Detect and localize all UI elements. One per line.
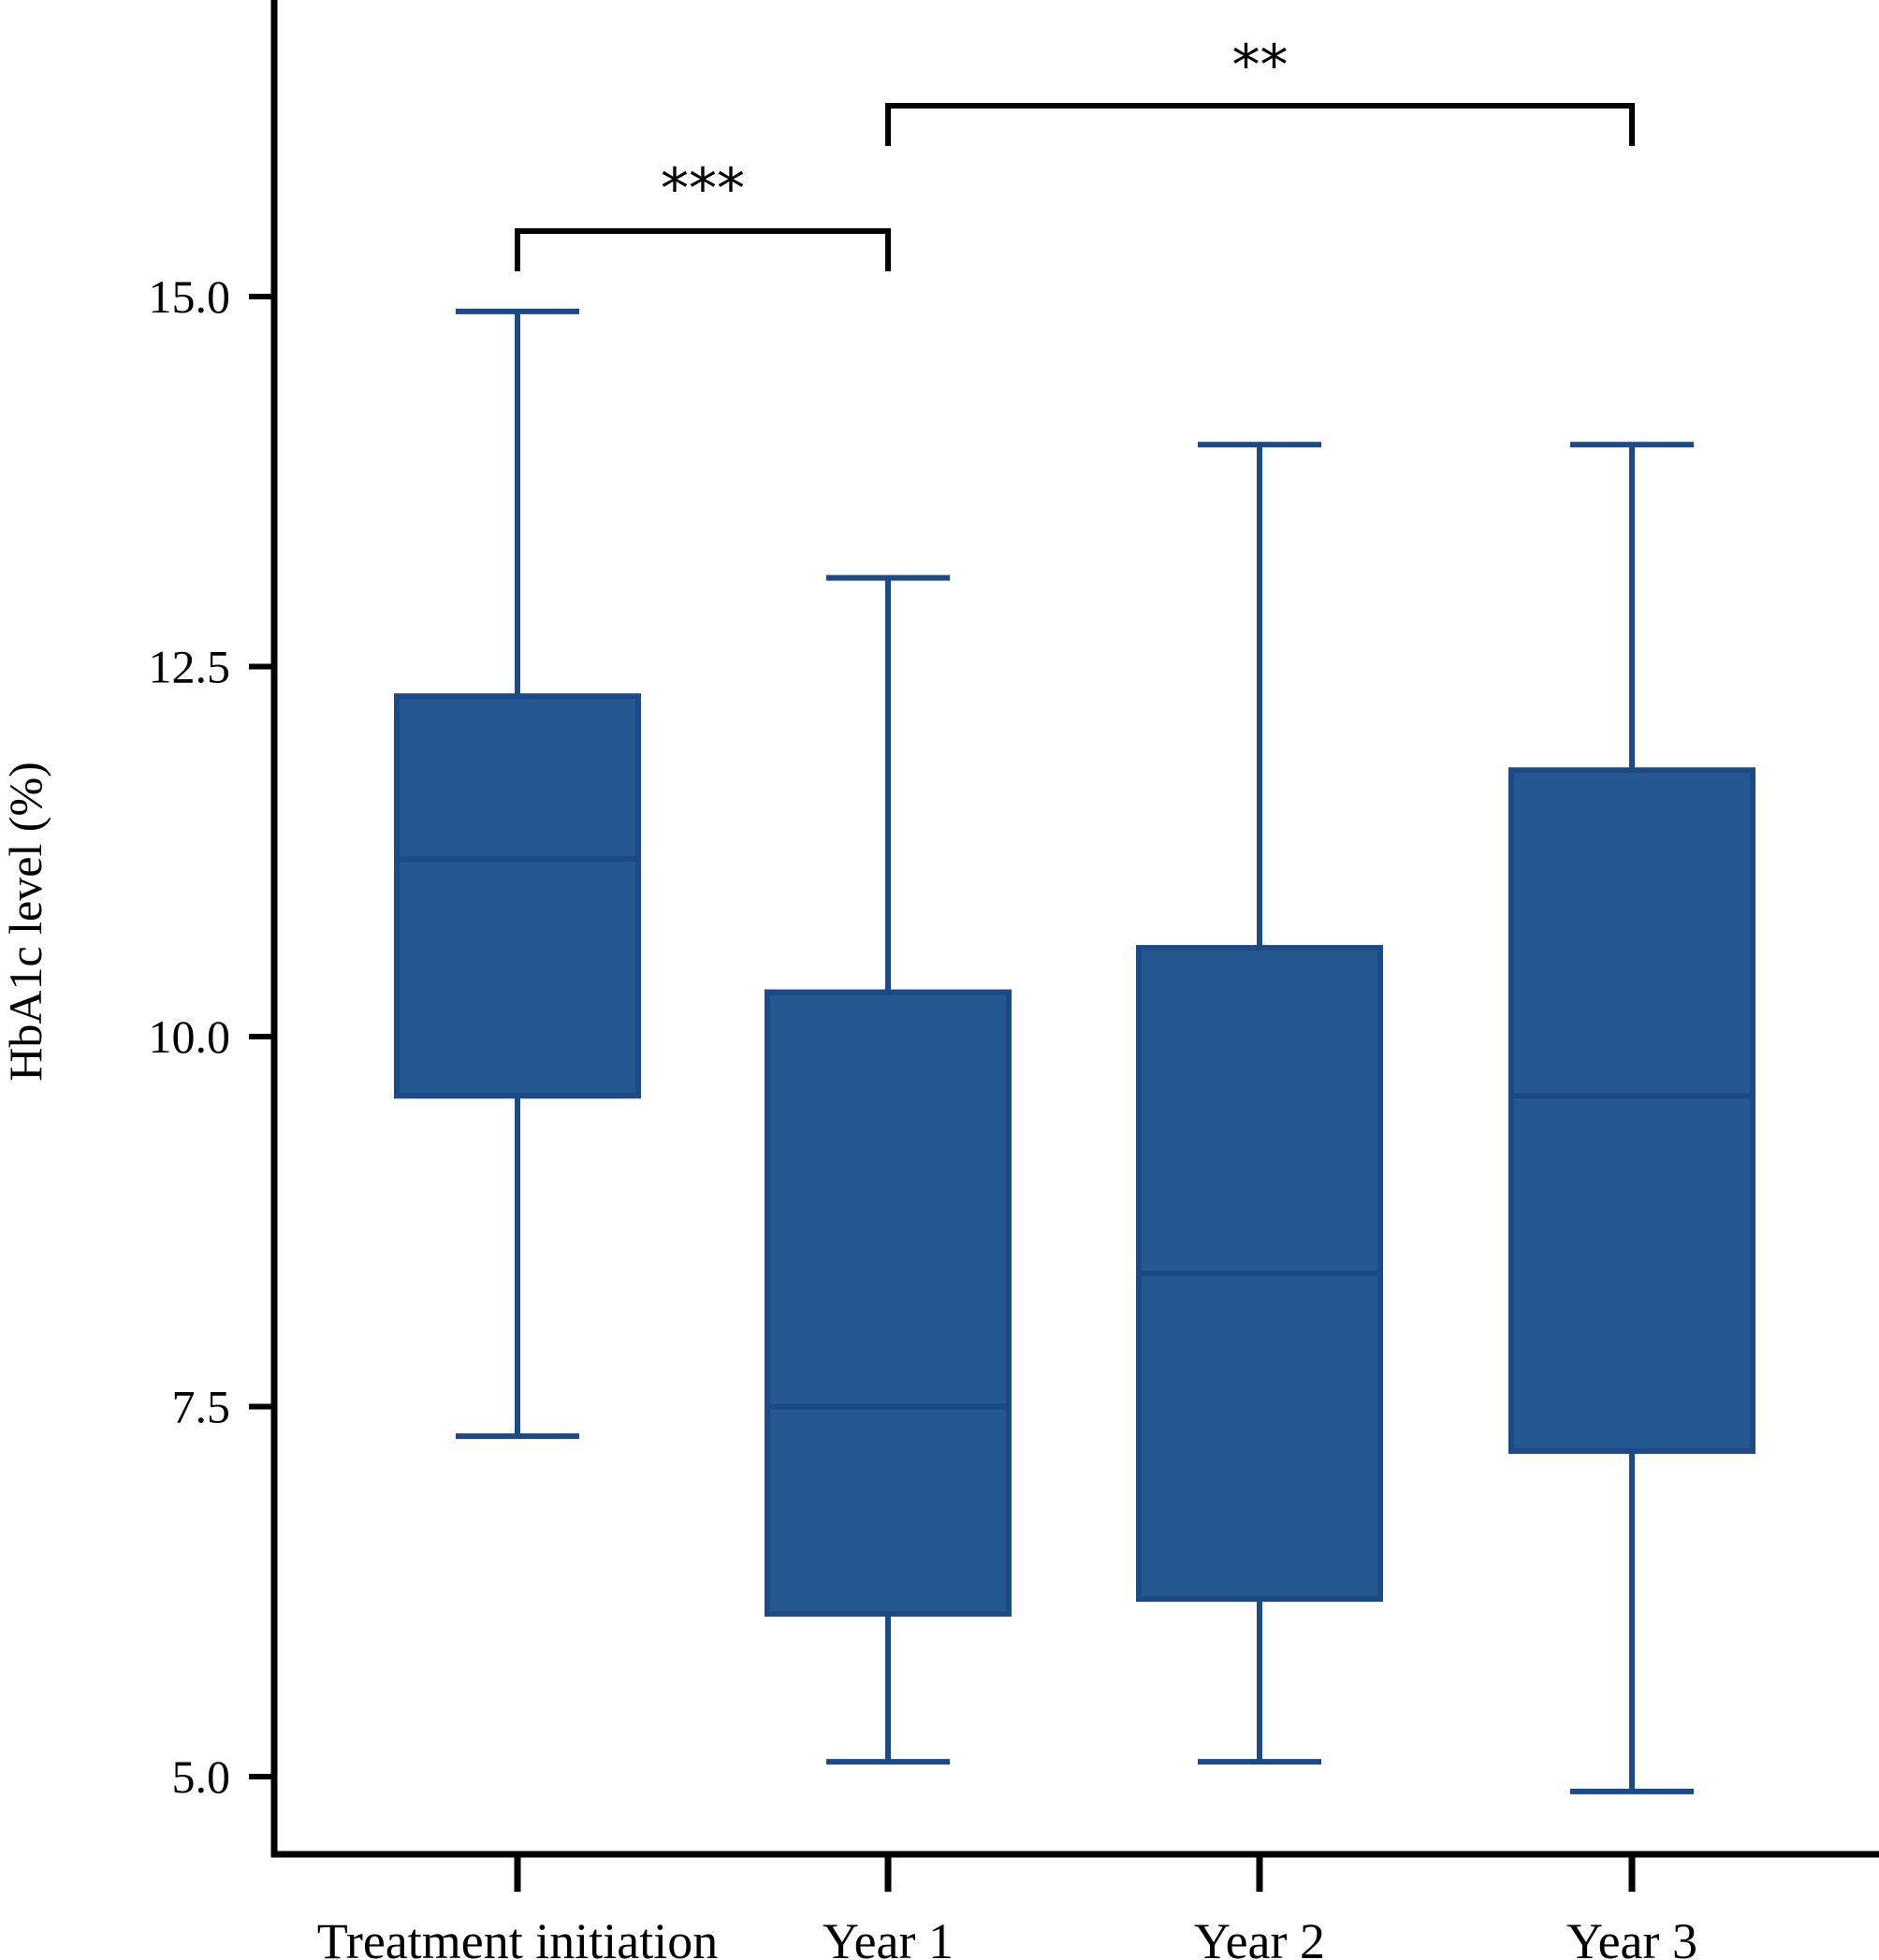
y-axis-title: HbA1c level (%) [0, 762, 51, 1082]
box-iqr [1508, 767, 1755, 1454]
box-group [1508, 442, 1755, 1794]
x-tick-label: Year 3 [1566, 1913, 1697, 1960]
axes [270, 0, 1879, 1858]
significance-bracket [885, 103, 1635, 146]
x-tick-label: Year 2 [1194, 1913, 1325, 1960]
x-tick-label: Year 1 [823, 1913, 954, 1960]
significance-brackets: ***** [515, 33, 1635, 271]
significance-bracket [515, 228, 891, 271]
significance-label: *** [661, 156, 745, 222]
box-group [394, 308, 641, 1440]
box-iqr [765, 989, 1012, 1617]
box-group [1136, 442, 1383, 1765]
y-tick-label: 10.0 [149, 1010, 231, 1063]
y-axis-ticks: 5.0 7.5 10.0 12.5 15.0 [149, 270, 274, 1803]
y-tick-label: 15.0 [149, 270, 231, 323]
x-tick-label: Treatment initiation [317, 1913, 718, 1960]
plot-area [394, 308, 1755, 1794]
box-group [765, 574, 1012, 1765]
y-tick-label: 7.5 [172, 1381, 231, 1433]
y-tick-label: 12.5 [149, 641, 231, 693]
significance-label: ** [1232, 33, 1289, 98]
y-tick-label: 5.0 [172, 1750, 231, 1803]
box-iqr [394, 693, 641, 1099]
x-axis-ticks: Treatment initiation Year 1 Year 2 Year 3 [317, 1854, 1697, 1960]
